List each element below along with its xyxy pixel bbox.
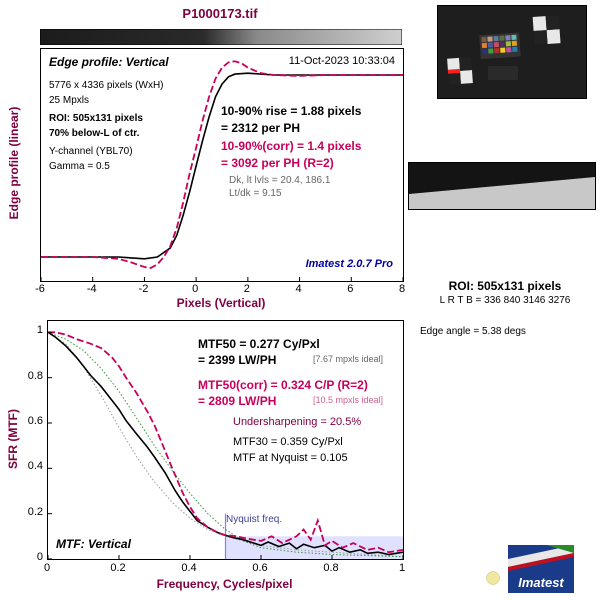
- rise-corr: 10-90%(corr) = 1.4 pixels: [221, 139, 362, 153]
- edge-angle: Edge angle = 5.38 degs: [420, 326, 526, 337]
- roi-crop: [408, 162, 596, 210]
- mtf-chart: [48, 331, 403, 559]
- channel: Y-channel (YBL70): [49, 146, 133, 157]
- rise-per-ph: = 2312 per PH: [221, 121, 301, 135]
- mtf50-corr-lwph: = 2809 LW/PH: [198, 394, 277, 408]
- mtf50-value: MTF50 = 0.277 Cy/Pxl: [198, 337, 320, 351]
- undersharpening: Undersharpening = 20.5%: [233, 416, 362, 428]
- mtf-xlabel: Frequency, Cycles/pixel: [156, 577, 293, 591]
- edge-xtick-label: 2: [243, 283, 250, 295]
- edge-profile-xlabel: Pixels (Vertical): [176, 296, 266, 310]
- imatest-logo-icon: [508, 545, 574, 593]
- light-dark-ratio: Lt/dk = 9.15: [229, 188, 282, 199]
- gamma: Gamma = 0.5: [49, 161, 110, 172]
- edge-xtick-label: 8: [398, 283, 406, 295]
- megapixels: 25 Mpxls: [49, 95, 90, 106]
- mtf-xtick-label: 0.8: [323, 562, 339, 574]
- edge-xtick-label: -4: [86, 283, 97, 295]
- edge-xtick-label: -2: [138, 283, 149, 295]
- mtf-ylabel: SFR (MTF): [6, 409, 20, 469]
- moon-icon: [486, 571, 500, 585]
- dark-light-levels: Dk, lt lvls = 20.4, 186.1: [229, 175, 331, 186]
- mtf-xtick-label: 1: [398, 562, 406, 574]
- chart-thumbnail: [437, 5, 587, 99]
- mtf-ytick-label: 0.8: [27, 369, 43, 382]
- mtf-ytick-label: 0.6: [27, 415, 43, 427]
- imatest-logo: Imatest: [508, 545, 574, 593]
- color-checker-icon: [479, 32, 521, 60]
- edge-xtick-label: -6: [35, 283, 45, 295]
- thumbnail-picture: [438, 6, 586, 98]
- edge-xtick-label: 4: [295, 283, 302, 295]
- mtf-panel-title: MTF: Vertical: [56, 537, 131, 551]
- edge-series-1: [41, 60, 403, 269]
- mtf-series-3: [48, 331, 403, 558]
- file-title: P1000173.tif: [182, 6, 258, 21]
- logo-text: Imatest: [518, 575, 564, 590]
- mtf50-lwph: = 2399 LW/PH: [198, 353, 277, 367]
- mtf-xtick-label: 0.6: [252, 562, 268, 574]
- mtf50-corr-ideal: [10.5 mpxls ideal]: [313, 395, 384, 405]
- mtf-at-nyquist: MTF at Nyquist = 0.105: [233, 452, 348, 464]
- rise-value: 10-90% rise = 1.88 pixels: [221, 104, 362, 118]
- edge-profile-chart: [41, 60, 403, 281]
- imatest-version: Imatest 2.0.7 Pro: [305, 258, 393, 270]
- mtf-ytick-label: 0: [36, 551, 43, 563]
- roi-size-label: ROI: 505x131 pixels: [448, 279, 562, 293]
- edge-panel-title: Edge profile: Vertical: [49, 55, 169, 69]
- mtf50-corr: MTF50(corr) = 0.324 C/P (R=2): [198, 378, 368, 392]
- mtf-series-1: [48, 331, 403, 554]
- mtf-ytick-label: 0.4: [27, 460, 43, 473]
- mtf-xtick-label: 0.4: [181, 562, 197, 574]
- roi-location: 70% below-L of ctr.: [49, 128, 140, 139]
- mtf-series-2: [48, 331, 403, 558]
- mtf-xtick-label: 0: [43, 562, 51, 574]
- edge-xtick-label: 0: [192, 283, 199, 295]
- mtf30-value: MTF30 = 0.359 Cy/Pxl: [233, 436, 343, 448]
- mtf-xtick-label: 0.2: [110, 562, 126, 574]
- mtf-ytick-label: 1: [36, 324, 43, 337]
- date-stamp: 11-Oct-2023 10:33:04: [288, 55, 395, 67]
- edge-profile-plot: Edge profile: Vertical 11-Oct-2023 10:33…: [40, 48, 404, 282]
- mtf50-ideal: [7.67 mpxls ideal]: [313, 354, 384, 364]
- mtf-ytick-label: 0.2: [27, 505, 43, 518]
- edge-profile-ylabel: Edge profile (linear): [7, 106, 21, 220]
- mtf-plot: MTF50 = 0.277 Cy/Pxl = 2399 LW/PH [7.67 …: [47, 320, 404, 560]
- roi-edge-picture: [409, 163, 595, 209]
- image-size: 5776 x 4336 pixels (WxH): [49, 80, 164, 91]
- nyquist-label: Nyquist freq.: [226, 514, 283, 525]
- gray-gradient-bar: [40, 29, 402, 45]
- edge-xtick-label: 6: [347, 283, 354, 295]
- roi-coordinates: L R T B = 336 840 3146 3276: [439, 295, 571, 306]
- roi-size: ROI: 505x131 pixels: [49, 113, 143, 124]
- rise-corr-per-ph: = 3092 per PH (R=2): [221, 156, 334, 170]
